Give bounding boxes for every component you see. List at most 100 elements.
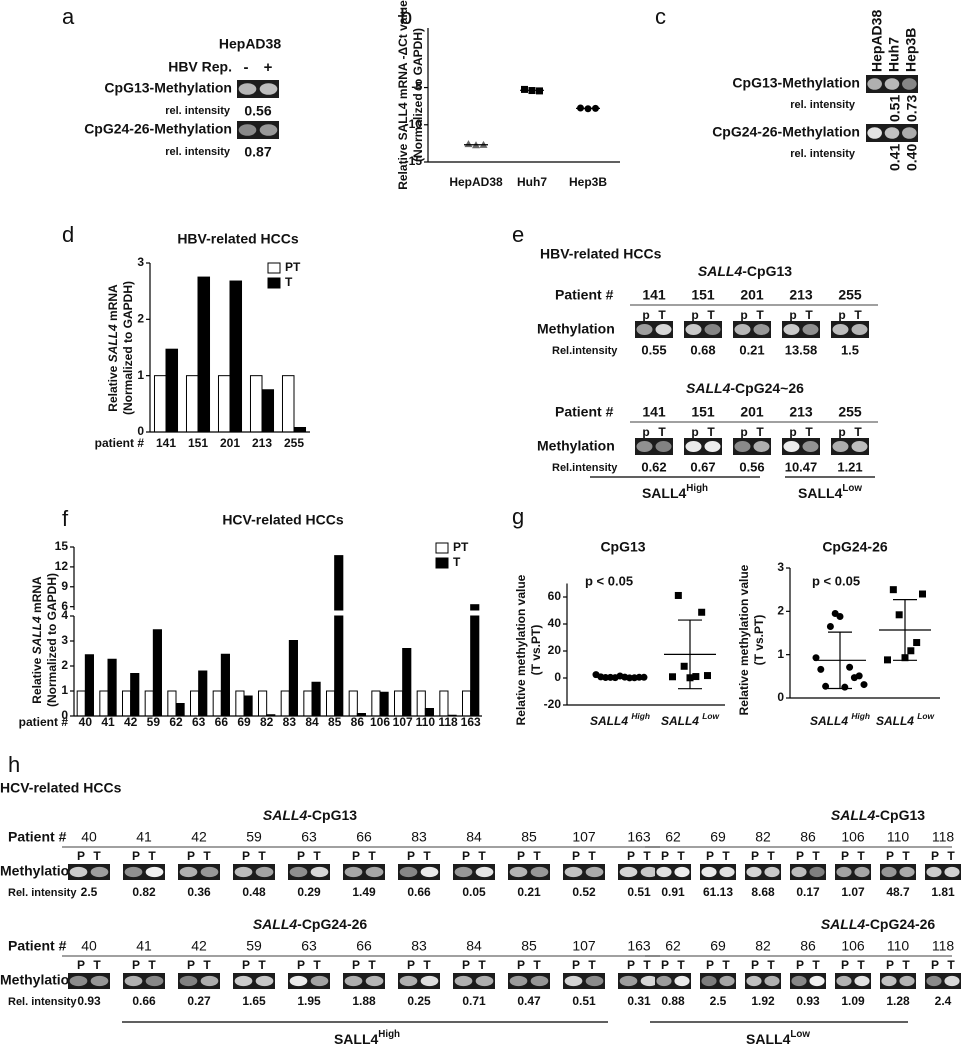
gel-image — [831, 321, 869, 338]
superscript: High — [631, 711, 650, 721]
label: P — [297, 958, 305, 972]
label: rel. intensity — [165, 105, 231, 117]
x-tick-label: SALL4 High — [810, 711, 870, 728]
panel-letter: f — [62, 506, 69, 531]
label: 59 — [147, 715, 161, 729]
gel-band — [851, 441, 868, 452]
label: 107 — [572, 938, 596, 954]
bar — [190, 690, 200, 717]
superscript: Low — [842, 483, 862, 494]
label: patient # — [95, 436, 145, 450]
label: 110 — [887, 938, 910, 954]
y-axis-label: Relative methylation value — [737, 564, 751, 715]
label: 40 — [79, 715, 93, 729]
legend-swatch — [435, 557, 449, 569]
label: T — [588, 958, 596, 972]
bar — [84, 654, 94, 717]
label: 2.4 — [935, 994, 952, 1008]
label: 69 — [710, 829, 726, 845]
label: HepAD38 — [869, 10, 885, 72]
label: 151 — [691, 404, 715, 420]
label: P — [462, 849, 470, 863]
text-part: (Normalized to GAPDH) — [411, 28, 425, 162]
gel-image — [700, 864, 736, 880]
legend-swatch — [435, 542, 449, 554]
bar — [280, 690, 290, 717]
label: Hep3B — [569, 175, 607, 189]
gel-image — [68, 864, 110, 880]
label: 255 — [838, 404, 862, 420]
label: CpG13-Methylation — [732, 75, 860, 91]
label: T — [677, 849, 685, 863]
label: 118 — [932, 829, 955, 845]
gel-image — [453, 973, 495, 989]
text-part: SALL4 — [798, 485, 843, 501]
gel-image — [782, 438, 820, 455]
y-tick-label: 60 — [548, 589, 562, 603]
gel-image — [508, 864, 550, 880]
label: P — [661, 958, 669, 972]
data-point — [860, 681, 868, 689]
label: P — [132, 849, 140, 863]
label: 42 — [191, 938, 207, 954]
label: P — [841, 958, 849, 972]
gel-image — [835, 864, 871, 880]
label: T — [203, 958, 211, 972]
label: T — [658, 308, 666, 322]
bar — [130, 673, 140, 717]
gel-image — [237, 80, 279, 98]
gel-image — [880, 973, 916, 989]
label: T — [756, 308, 764, 322]
error-bar — [678, 619, 702, 690]
data-point — [521, 85, 528, 93]
gel-image — [790, 864, 826, 880]
label: 0.73 — [904, 95, 920, 122]
label: patient # — [19, 715, 69, 729]
bar — [303, 690, 313, 717]
gel-band — [365, 866, 384, 878]
gel-image — [563, 973, 605, 989]
panel-letter: a — [62, 4, 75, 29]
y-tick-label: 4 — [61, 608, 68, 622]
label: T — [707, 425, 715, 439]
label: 1.09 — [841, 994, 865, 1008]
label: 62 — [665, 829, 681, 845]
label: 86 — [800, 938, 816, 954]
label: 86 — [351, 715, 365, 729]
error-bar — [893, 599, 917, 661]
label: SALL4Low — [746, 1029, 810, 1047]
bar — [243, 695, 253, 717]
gel-band — [310, 975, 329, 987]
label: Rel.intensity — [552, 462, 618, 474]
label: 0.71 — [462, 994, 486, 1008]
label: T — [203, 849, 211, 863]
gel-band — [585, 975, 604, 987]
label: T — [902, 849, 910, 863]
label: 106 — [841, 829, 865, 845]
label: 151 — [188, 436, 208, 450]
label: p — [642, 308, 649, 322]
label: HepAD38 — [219, 36, 281, 52]
label: P — [242, 958, 250, 972]
gel-band — [238, 124, 257, 136]
label: 107 — [572, 829, 596, 845]
bar — [122, 690, 132, 717]
label: 163 — [461, 715, 481, 729]
y-axis-label: Relative SALL4 mRNA — [106, 284, 120, 412]
label: P — [77, 958, 85, 972]
label: p — [789, 308, 796, 322]
label: 83 — [411, 938, 427, 954]
data-point — [919, 590, 926, 598]
gel-image — [237, 121, 279, 139]
bar — [402, 648, 412, 717]
label: 0.51 — [627, 885, 651, 899]
text-part: SALL4 — [821, 916, 866, 932]
label: 82 — [260, 715, 274, 729]
bar — [379, 691, 389, 717]
text-part: SALL4 — [831, 807, 876, 823]
label: 41 — [136, 829, 152, 845]
label: Patient # — [8, 938, 67, 954]
label: 62 — [665, 938, 681, 954]
gel-band — [255, 866, 274, 878]
gel-band — [674, 866, 690, 878]
